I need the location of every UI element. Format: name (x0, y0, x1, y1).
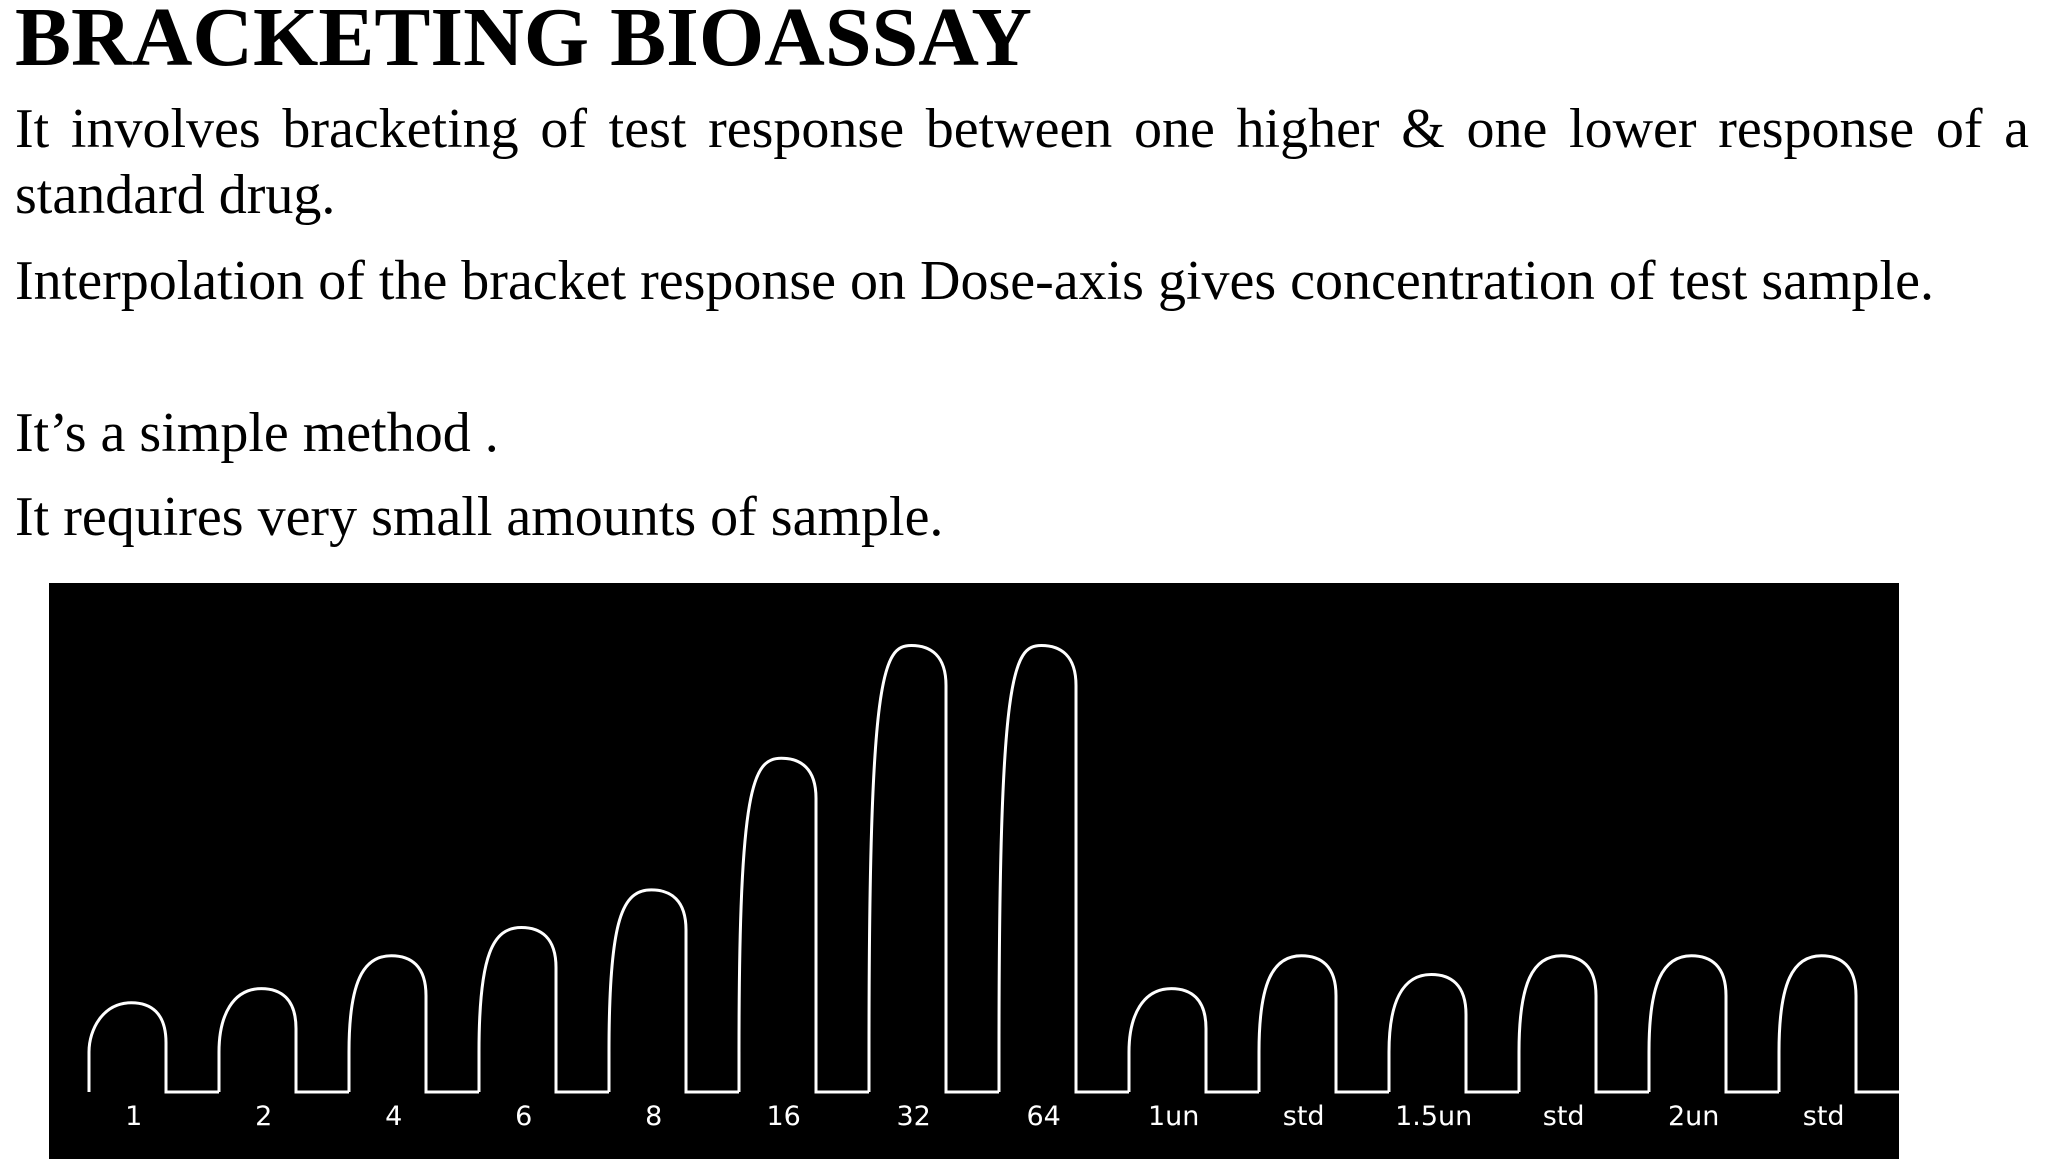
kymograph-trace-svg: 1 2 4 6 8 16 32 64 1un std 1.5un std 2un std (87, 643, 1899, 1132)
response-trace-13 (1647, 954, 1779, 1094)
response-trace-14 (1777, 954, 1899, 1094)
dose-label-6: 16 (766, 1101, 800, 1132)
response-trace-4 (477, 925, 609, 1094)
dose-labels: 1 2 4 6 8 16 32 64 1un std 1.5un std 2un std (125, 1101, 1844, 1132)
dose-label-14: std (1803, 1101, 1845, 1132)
response-trace-11 (1387, 972, 1519, 1094)
dose-label-4: 6 (515, 1101, 532, 1132)
response-traces (87, 643, 1899, 1094)
paragraph-simple-method: It’s a simple method . (15, 402, 499, 464)
response-trace-9 (1127, 987, 1259, 1094)
dose-label-2: 2 (255, 1101, 272, 1132)
dose-label-1: 1 (125, 1101, 142, 1132)
response-trace-8 (997, 643, 1129, 1094)
paragraph-small-sample: It requires very small amounts of sample… (15, 486, 944, 548)
dose-label-13: 2un (1668, 1101, 1719, 1132)
dose-label-9: 1un (1148, 1101, 1199, 1132)
response-trace-5 (607, 888, 739, 1094)
response-trace-6 (737, 756, 869, 1094)
dose-label-8: 64 (1026, 1101, 1060, 1132)
paragraph-interpolation: Interpolation of the bracket response on… (15, 250, 1934, 312)
kymograph-figure: 1 2 4 6 8 16 32 64 1un std 1.5un std 2un std (49, 583, 1899, 1159)
response-trace-1 (87, 1001, 219, 1094)
dose-label-7: 32 (896, 1101, 930, 1132)
dose-label-12: std (1543, 1101, 1585, 1132)
dose-label-10: std (1283, 1101, 1325, 1132)
dose-label-3: 4 (385, 1101, 402, 1132)
paragraph-bracketing-definition: It involves bracketing of test response … (15, 98, 2029, 226)
dose-label-5: 8 (645, 1101, 662, 1132)
response-trace-2 (217, 987, 349, 1094)
response-trace-3 (347, 954, 479, 1094)
response-trace-7 (867, 643, 999, 1094)
response-trace-12 (1517, 954, 1649, 1094)
slide-title: BRACKETING BIOASSAY (15, 0, 1032, 84)
dose-label-11: 1.5un (1395, 1101, 1472, 1132)
response-trace-10 (1257, 954, 1389, 1094)
